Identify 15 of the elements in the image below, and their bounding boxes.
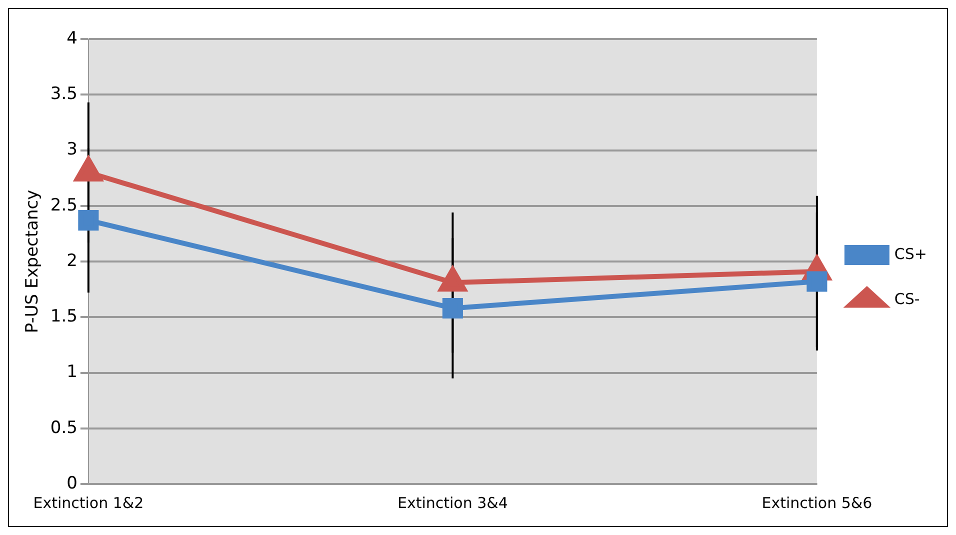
x-tick-label: Extinction 5&6 <box>762 494 872 512</box>
y-tick-label: 4 <box>66 28 78 48</box>
y-tick-label: 2.5 <box>50 195 78 216</box>
y-tick-label: 3.5 <box>50 84 78 104</box>
y-tick-label: 3 <box>66 140 78 160</box>
legend-label: CS- <box>894 290 920 308</box>
y-tick-label: 1 <box>66 362 78 382</box>
legend-label: CS+ <box>894 244 928 263</box>
y-tick-label: 0 <box>66 473 78 494</box>
y-tick-label: 2 <box>66 250 78 271</box>
y-axis-title: P-US Expectancy <box>22 190 43 334</box>
x-tick-label: Extinction 1&2 <box>33 494 144 512</box>
y-tick-label: 0.5 <box>50 418 78 438</box>
x-tick-label: Extinction 3&4 <box>397 494 508 512</box>
y-tick-label: 1.5 <box>50 306 78 327</box>
